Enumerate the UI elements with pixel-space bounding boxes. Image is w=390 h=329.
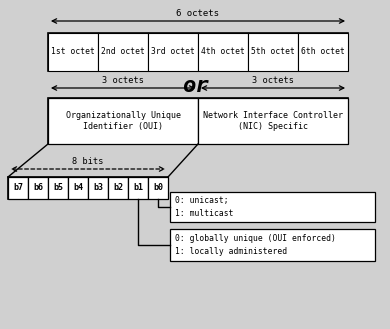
Bar xyxy=(8,177,28,199)
Text: 3 octets: 3 octets xyxy=(102,76,144,85)
Text: 5th octet: 5th octet xyxy=(251,47,295,57)
Text: 3 octets: 3 octets xyxy=(252,76,294,85)
Text: b0: b0 xyxy=(153,184,163,192)
Bar xyxy=(108,177,128,199)
Text: or: or xyxy=(182,76,208,96)
Bar xyxy=(128,177,148,199)
Bar xyxy=(170,192,375,222)
Bar xyxy=(88,177,108,199)
Text: 2nd octet: 2nd octet xyxy=(101,47,145,57)
Text: 6th octet: 6th octet xyxy=(301,47,345,57)
Bar xyxy=(148,33,198,71)
Bar xyxy=(28,177,48,199)
Bar xyxy=(170,229,375,261)
Bar xyxy=(48,33,98,71)
Bar xyxy=(148,177,168,199)
Text: Network Interface Controller
(NIC) Specific: Network Interface Controller (NIC) Speci… xyxy=(203,111,343,131)
Bar xyxy=(48,177,68,199)
Text: b5: b5 xyxy=(53,184,63,192)
Text: b4: b4 xyxy=(73,184,83,192)
Text: 0: unicast;
1: multicast: 0: unicast; 1: multicast xyxy=(175,196,234,218)
Text: 6 octets: 6 octets xyxy=(177,9,220,18)
Bar xyxy=(298,33,348,71)
Text: b6: b6 xyxy=(33,184,43,192)
Bar xyxy=(48,33,348,71)
Text: 8 bits: 8 bits xyxy=(72,157,104,166)
Text: b3: b3 xyxy=(93,184,103,192)
Text: Organizationally Unique
Identifier (OUI): Organizationally Unique Identifier (OUI) xyxy=(66,111,181,131)
Text: 4th octet: 4th octet xyxy=(201,47,245,57)
Text: b7: b7 xyxy=(13,184,23,192)
Text: b2: b2 xyxy=(113,184,123,192)
Bar xyxy=(198,33,248,71)
Text: b1: b1 xyxy=(133,184,143,192)
Bar xyxy=(8,177,168,199)
Bar xyxy=(98,33,148,71)
Bar xyxy=(48,98,198,144)
Bar xyxy=(48,98,348,144)
Bar xyxy=(68,177,88,199)
Bar xyxy=(198,98,348,144)
Text: 0: globally unique (OUI enforced)
1: locally administered: 0: globally unique (OUI enforced) 1: loc… xyxy=(175,234,336,256)
Text: 3rd octet: 3rd octet xyxy=(151,47,195,57)
Bar xyxy=(248,33,298,71)
Text: 1st octet: 1st octet xyxy=(51,47,95,57)
